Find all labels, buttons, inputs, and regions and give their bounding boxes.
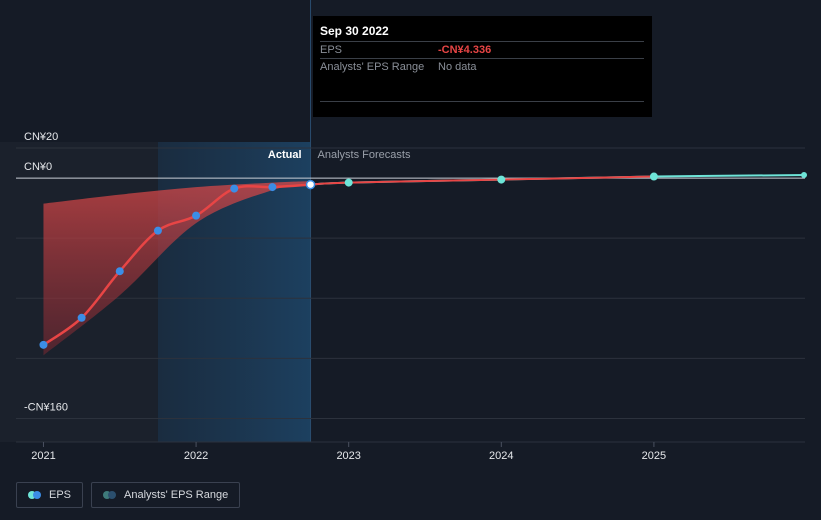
y-axis-label: CN¥0 <box>24 161 52 173</box>
actual-eps-point <box>39 340 48 349</box>
forecast-eps-point <box>649 172 658 181</box>
y-axis-label: -CN¥160 <box>24 401 68 413</box>
tooltip-eps-row: EPS -CN¥4.336 <box>320 41 644 58</box>
actual-eps-point <box>230 184 239 193</box>
range-legend-icon <box>103 491 117 499</box>
actual-label: Actual <box>268 149 302 161</box>
tooltip-eps-label: EPS <box>320 44 343 56</box>
tooltip-divider <box>320 101 644 102</box>
tooltip-range-label: Analysts' EPS Range <box>320 61 425 73</box>
legend-range-label: Analysts' EPS Range <box>124 489 229 501</box>
x-tick-label: 2022 <box>184 450 208 462</box>
legend-range-button[interactable]: Analysts' EPS Range <box>91 482 241 508</box>
forecast-eps-overlay <box>310 175 654 186</box>
range-dot-primary <box>103 491 112 499</box>
tooltip-date: Sep 30 2022 <box>320 24 389 38</box>
tooltip-range-row: Analysts' EPS Range No data <box>320 58 644 75</box>
eps-chart: CN¥20 CN¥0 -CN¥160 2021 2022 2023 2024 2025 Actu… <box>16 0 807 462</box>
tooltip-eps-value: -CN¥4.336 <box>438 44 492 56</box>
actual-eps-point <box>115 267 124 276</box>
x-tick-label: 2021 <box>31 450 55 462</box>
actual-eps-point <box>268 183 277 192</box>
actual-eps-point <box>153 226 162 235</box>
forecast-label: Analysts Forecasts <box>318 149 411 161</box>
x-tick-label: 2024 <box>489 450 513 462</box>
legend: EPS Analysts' EPS Range <box>16 482 241 508</box>
forecast-eps-point <box>497 175 506 184</box>
x-tick-label: 2025 <box>642 450 666 462</box>
eps-legend-icon <box>28 491 42 499</box>
forecast-eps-point <box>801 172 807 179</box>
eps-dot-secondary <box>33 491 41 499</box>
x-tick-label: 2023 <box>336 450 360 462</box>
y-axis-label: CN¥20 <box>24 131 58 143</box>
legend-eps-button[interactable]: EPS <box>16 482 84 508</box>
forecast-eps-line <box>310 174 807 186</box>
range-dot-secondary <box>108 491 117 499</box>
current-eps-point <box>305 179 316 190</box>
actual-eps-point <box>192 211 201 220</box>
legend-eps-label: EPS <box>49 489 72 501</box>
tooltip: Sep 30 2022 EPS -CN¥4.336 Analysts' EPS … <box>313 16 652 117</box>
actual-eps-point <box>77 313 86 322</box>
forecast-eps-point <box>344 178 353 187</box>
eps-dot-primary <box>28 491 36 499</box>
eps-range-band <box>43 181 311 356</box>
tooltip-range-value: No data <box>438 61 477 73</box>
